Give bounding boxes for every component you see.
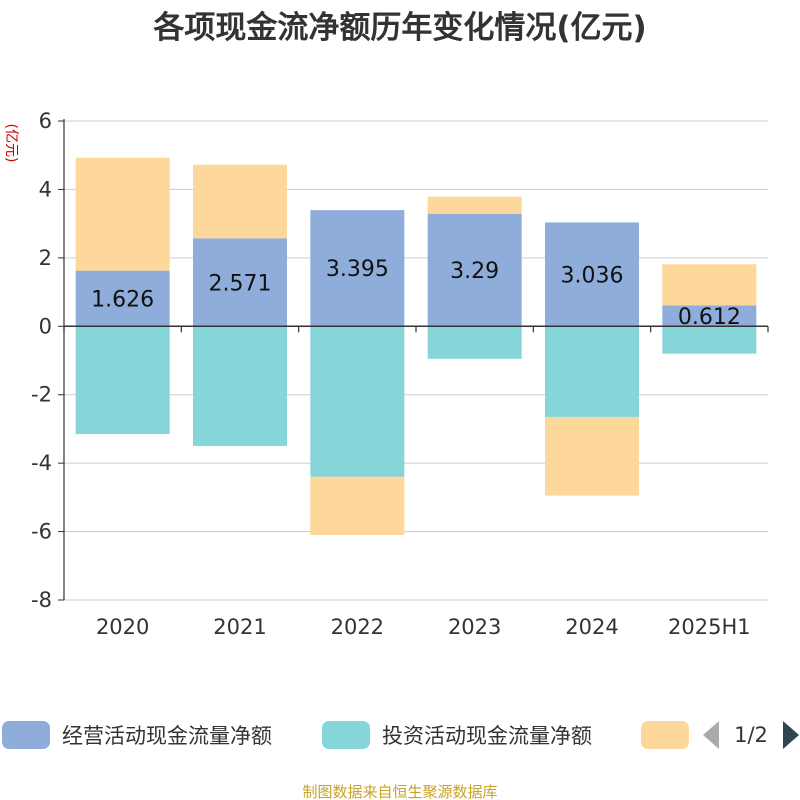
bar-series-2 bbox=[427, 196, 522, 214]
legend-swatch-1 bbox=[322, 721, 370, 749]
x-tick-label: 2024 bbox=[565, 615, 618, 639]
x-tick-label: 2025H1 bbox=[668, 615, 751, 639]
y-tick-label: 6 bbox=[39, 109, 52, 133]
bar-series-2 bbox=[662, 264, 757, 306]
bar-series-0 bbox=[310, 210, 405, 327]
bar-series-1 bbox=[662, 326, 757, 354]
bar-series-1 bbox=[427, 326, 522, 359]
bar-series-1 bbox=[193, 326, 287, 447]
bar-series-2 bbox=[193, 164, 287, 239]
y-tick-label: -2 bbox=[31, 383, 52, 407]
bar-series-1 bbox=[310, 326, 405, 477]
x-tick-label: 2020 bbox=[96, 615, 149, 639]
legend-swatch-0 bbox=[2, 721, 50, 749]
y-tick-label: 0 bbox=[39, 314, 52, 338]
gridlines bbox=[64, 120, 768, 601]
legend-page-indicator: 1/2 bbox=[734, 723, 768, 747]
bar-series-0 bbox=[427, 213, 522, 327]
x-tick-label: 2023 bbox=[448, 615, 501, 639]
data-label: 3.29 bbox=[450, 259, 499, 284]
bar-series-2 bbox=[75, 157, 170, 271]
y-tick-label: -4 bbox=[31, 451, 52, 475]
data-label: 2.571 bbox=[209, 271, 272, 296]
x-tick-labels: 2020 2021 2022 2023 2024 2025H1 bbox=[96, 615, 751, 639]
bar-series-1 bbox=[75, 326, 170, 435]
axes bbox=[58, 119, 769, 601]
legend-label-0: 经营活动现金流量净额 bbox=[62, 724, 272, 748]
legend-label-1: 投资活动现金流量净额 bbox=[382, 724, 592, 748]
y-tick-label: 2 bbox=[39, 246, 52, 270]
bar-series-1 bbox=[545, 326, 639, 417]
bar-series-0 bbox=[193, 238, 287, 327]
y-tick-label: -8 bbox=[31, 588, 52, 612]
data-label: 1.626 bbox=[91, 287, 154, 312]
bars bbox=[75, 157, 757, 535]
x-tick-label: 2022 bbox=[331, 615, 384, 639]
chevron-left-icon[interactable] bbox=[703, 721, 719, 749]
bar-series-0 bbox=[545, 222, 639, 327]
footer-source: 制图数据来自恒生聚源数据库 bbox=[302, 783, 497, 800]
data-label: 3.036 bbox=[561, 263, 624, 288]
bar-series-2 bbox=[545, 416, 639, 496]
chart-title: 各项现金流净额历年变化情况(亿元) bbox=[152, 10, 646, 46]
bar-series-0 bbox=[75, 270, 170, 327]
data-label: 0.612 bbox=[678, 305, 741, 330]
legend: 经营活动现金流量净额 投资活动现金流量净额 1/2 bbox=[2, 721, 799, 749]
y-tick-labels: 6 4 2 0 -2 -4 -6 -8 bbox=[31, 109, 52, 612]
data-labels: 1.626 2.571 3.395 3.29 3.036 0.612 bbox=[91, 257, 741, 330]
y-tick-label: -6 bbox=[31, 520, 52, 544]
y-tick-label: 4 bbox=[39, 177, 52, 201]
bar-series-2 bbox=[310, 476, 405, 535]
bar-series-0 bbox=[662, 305, 757, 327]
x-tick-label: 2021 bbox=[213, 615, 266, 639]
legend-swatch-2 bbox=[641, 721, 689, 749]
data-label: 3.395 bbox=[326, 257, 389, 282]
y-axis-label: (亿元) bbox=[3, 124, 19, 163]
chevron-right-icon[interactable] bbox=[783, 721, 799, 749]
